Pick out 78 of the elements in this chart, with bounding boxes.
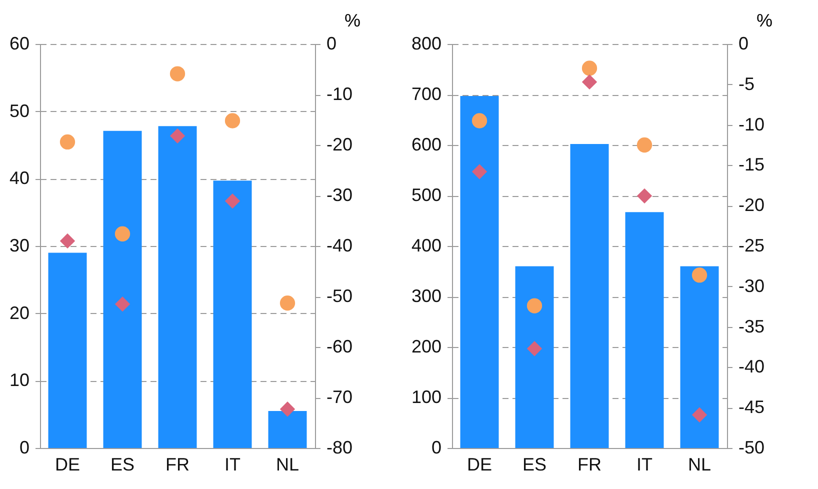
point xyxy=(636,137,652,153)
x-tick-label: IT xyxy=(224,454,240,474)
x-tick-label: IT xyxy=(636,454,652,474)
bar xyxy=(103,130,142,448)
y-tick-label: 300 xyxy=(411,286,442,306)
x-tick-label: DE xyxy=(466,454,492,474)
bar xyxy=(268,410,307,448)
y-tick-label: 30 xyxy=(9,236,30,256)
point xyxy=(224,113,240,128)
bar xyxy=(680,266,719,448)
y2-tick-label: -5 xyxy=(738,74,755,94)
y-tick-label: 60 xyxy=(9,34,30,54)
point xyxy=(280,402,296,417)
y2-tick-label: -30 xyxy=(738,276,765,296)
point xyxy=(472,164,488,180)
point xyxy=(280,295,296,311)
point xyxy=(526,298,542,314)
y-tick-label: 400 xyxy=(411,236,442,256)
y2-axis-title: % xyxy=(344,10,360,30)
y-tick-label: 10 xyxy=(9,370,30,390)
x-tick-label: NL xyxy=(276,454,300,474)
y2-tick-label: -25 xyxy=(738,236,765,256)
y-tick-label: 20 xyxy=(9,302,30,323)
y2-tick-label: -10 xyxy=(326,84,353,104)
y-tick-label: 0 xyxy=(19,438,30,458)
bar xyxy=(460,96,499,448)
point xyxy=(224,193,240,209)
point xyxy=(692,268,708,283)
point xyxy=(60,233,76,249)
y-tick-label: 700 xyxy=(411,84,442,104)
point xyxy=(114,226,130,242)
point xyxy=(526,341,542,356)
y2-tick-label: -15 xyxy=(738,154,765,175)
x-tick-label: FR xyxy=(166,454,190,474)
y2-tick-label: -30 xyxy=(326,185,353,205)
y-tick-label: 500 xyxy=(411,185,442,205)
y2-tick-label: -70 xyxy=(326,387,353,407)
y2-tick-label: -45 xyxy=(738,397,765,418)
point xyxy=(114,296,130,312)
y2-tick-label: -20 xyxy=(738,195,765,216)
point xyxy=(582,74,598,90)
y-tick-label: 50 xyxy=(9,100,30,121)
bar xyxy=(515,266,554,448)
y2-tick-label: -40 xyxy=(738,356,765,377)
y2-tick-label: 0 xyxy=(326,34,337,54)
x-tick-label: ES xyxy=(522,454,547,474)
y2-tick-label: -80 xyxy=(326,438,353,458)
y-tick-label: 800 xyxy=(411,34,442,54)
y-tick-label: 600 xyxy=(411,134,442,154)
x-tick-label: FR xyxy=(578,454,602,474)
y2-tick-label: -10 xyxy=(738,114,765,134)
bar xyxy=(625,212,664,448)
y-tick-label: 40 xyxy=(9,168,30,188)
y-tick-label: 100 xyxy=(411,387,442,407)
point xyxy=(692,407,708,422)
bar xyxy=(158,126,197,448)
y2-axis-title: % xyxy=(756,10,772,30)
y2-tick-label: -50 xyxy=(738,438,765,458)
bar xyxy=(48,252,87,448)
y-tick-label: 0 xyxy=(431,438,442,458)
point xyxy=(472,113,488,128)
bar xyxy=(570,144,609,448)
y2-tick-label: -60 xyxy=(326,336,353,356)
x-tick-label: DE xyxy=(54,454,80,474)
point xyxy=(582,60,598,76)
y2-tick-label: 0 xyxy=(738,34,749,54)
y2-tick-label: -40 xyxy=(326,236,353,256)
point xyxy=(60,134,76,150)
y-tick-label: 200 xyxy=(411,336,442,356)
y2-tick-label: -35 xyxy=(738,316,765,336)
point xyxy=(170,128,186,144)
x-tick-label: NL xyxy=(688,454,712,474)
bar xyxy=(213,180,252,448)
point xyxy=(636,188,652,204)
point xyxy=(170,66,186,82)
y2-tick-label: -50 xyxy=(326,286,353,306)
y2-tick-label: -20 xyxy=(326,134,353,154)
x-tick-label: ES xyxy=(110,454,135,474)
